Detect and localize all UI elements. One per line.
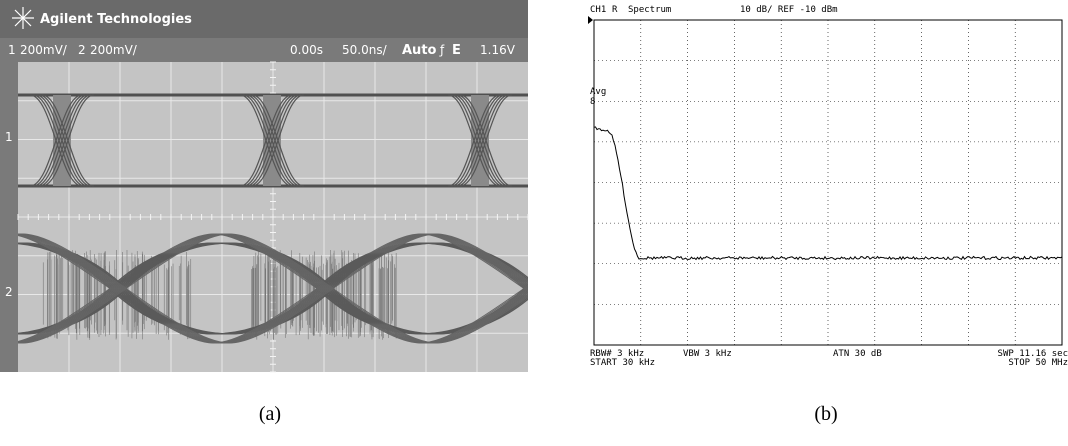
- spectrum-trace: [594, 127, 1062, 260]
- sa-grid: [594, 20, 1062, 345]
- figure: Agilent Technologies 1 200mV/ 2 200mV/ 0…: [0, 0, 1068, 446]
- channel: CH1: [590, 5, 606, 15]
- eye: [528, 243, 735, 288]
- ch2-scale: 200mV/: [90, 43, 138, 57]
- avg: Avg: [590, 87, 606, 97]
- trigger-mode: Auto: [402, 43, 437, 58]
- eye: [524, 289, 731, 334]
- caption-b: (b): [814, 403, 837, 425]
- eye: [540, 243, 747, 288]
- scale: 10 dB/ REF -10 dBm: [740, 5, 838, 15]
- stop: STOP 50 MHz: [1008, 358, 1068, 368]
- eye: [526, 289, 733, 334]
- trigger-slope: ƒ: [439, 43, 445, 57]
- vbw: VBW 3 kHz: [683, 349, 732, 359]
- start: START 30 kHz: [590, 358, 655, 368]
- trigger-level: 1.16V: [480, 43, 516, 57]
- ch1-marker: 1: [5, 130, 13, 144]
- eye: [526, 243, 733, 288]
- ch2-label: 2: [78, 43, 86, 57]
- time-scale: 50.0ns/: [342, 43, 388, 57]
- eye: [538, 289, 745, 334]
- eye: [534, 289, 741, 334]
- eye: [536, 243, 743, 288]
- ref-marker: [588, 16, 593, 24]
- mode: Spectrum: [628, 5, 671, 15]
- eye: [530, 289, 737, 334]
- atn: ATN 30 dB: [833, 349, 882, 359]
- ch1-label: 1: [8, 43, 16, 57]
- eye: [538, 243, 745, 288]
- eye: [532, 289, 739, 334]
- trigger-source: E: [452, 43, 461, 58]
- ch1-scale: 200mV/: [20, 43, 68, 57]
- avg-count: 8: [590, 97, 595, 107]
- ch2-marker: 2: [5, 285, 13, 299]
- eye: [524, 243, 731, 288]
- logo: [12, 7, 34, 29]
- flag: R: [612, 5, 618, 15]
- eye: [530, 243, 737, 288]
- eye: [540, 289, 747, 334]
- eye: [536, 289, 743, 334]
- eye: [528, 289, 735, 334]
- time-offset: 0.00s: [290, 43, 323, 57]
- eye: [534, 243, 741, 288]
- caption-a: (a): [259, 403, 281, 425]
- brand: Agilent Technologies: [40, 12, 192, 27]
